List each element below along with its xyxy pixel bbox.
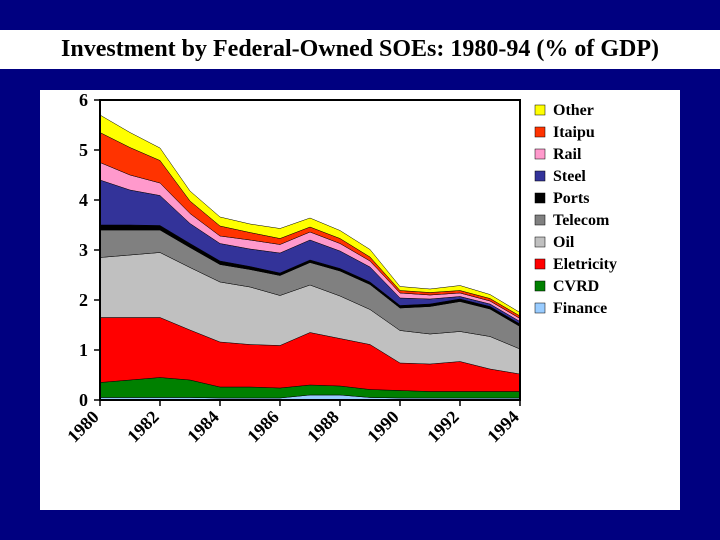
- legend-swatch: [535, 303, 545, 313]
- legend-label: Other: [553, 102, 594, 119]
- slide: Investment by Federal-Owned SOEs: 1980-9…: [0, 0, 720, 540]
- legend-swatch: [535, 171, 545, 181]
- legend-label: Itaipu: [553, 124, 595, 141]
- legend-swatch: [535, 193, 545, 203]
- x-tick-label: 1990: [363, 407, 403, 447]
- x-tick-group: 1988: [303, 407, 343, 447]
- x-tick-group: 1984: [183, 407, 223, 447]
- x-tick-label: 1986: [243, 407, 283, 447]
- x-tick-group: 1992: [423, 407, 463, 447]
- x-tick-group: 1982: [123, 407, 163, 447]
- legend-swatch: [535, 259, 545, 269]
- y-tick-label: 5: [79, 140, 88, 160]
- chart-title: Investment by Federal-Owned SOEs: 1980-9…: [0, 30, 720, 69]
- legend-swatch: [535, 237, 545, 247]
- y-tick-label: 2: [79, 290, 88, 310]
- x-tick-label: 1984: [183, 407, 223, 447]
- y-tick-label: 6: [79, 90, 88, 110]
- x-tick-group: 1994: [483, 407, 523, 447]
- legend-label: Eletricity: [553, 256, 617, 273]
- area-chart: 0 1 2 3 4 5 6 1980 1982 1984 1986 1988 1990 1992 1994 O…: [40, 90, 680, 510]
- legend-swatch: [535, 105, 545, 115]
- legend-label: CVRD: [553, 278, 599, 295]
- legend-swatch: [535, 127, 545, 137]
- x-tick-label: 1992: [423, 407, 463, 447]
- x-tick-label: 1994: [483, 407, 523, 447]
- y-tick-label: 1: [79, 340, 88, 360]
- legend-swatch: [535, 215, 545, 225]
- legend-label: Telecom: [553, 212, 610, 229]
- y-tick-label: 4: [79, 190, 88, 210]
- x-tick-label: 1982: [123, 407, 163, 447]
- x-tick-label: 1980: [63, 407, 103, 447]
- x-tick-group: 1980: [63, 407, 103, 447]
- chart-container: 0 1 2 3 4 5 6 1980 1982 1984 1986 1988 1990 1992 1994 O…: [40, 90, 680, 510]
- legend-swatch: [535, 149, 545, 159]
- legend-label: Steel: [553, 168, 586, 185]
- legend-label: Ports: [553, 190, 589, 207]
- legend-swatch: [535, 281, 545, 291]
- x-tick-group: 1986: [243, 407, 283, 447]
- x-tick-group: 1990: [363, 407, 403, 447]
- legend-label: Rail: [553, 146, 582, 163]
- y-tick-label: 0: [79, 390, 88, 410]
- x-tick-label: 1988: [303, 407, 343, 447]
- y-tick-label: 3: [79, 240, 88, 260]
- legend-label: Finance: [553, 300, 607, 317]
- legend-label: Oil: [553, 234, 575, 251]
